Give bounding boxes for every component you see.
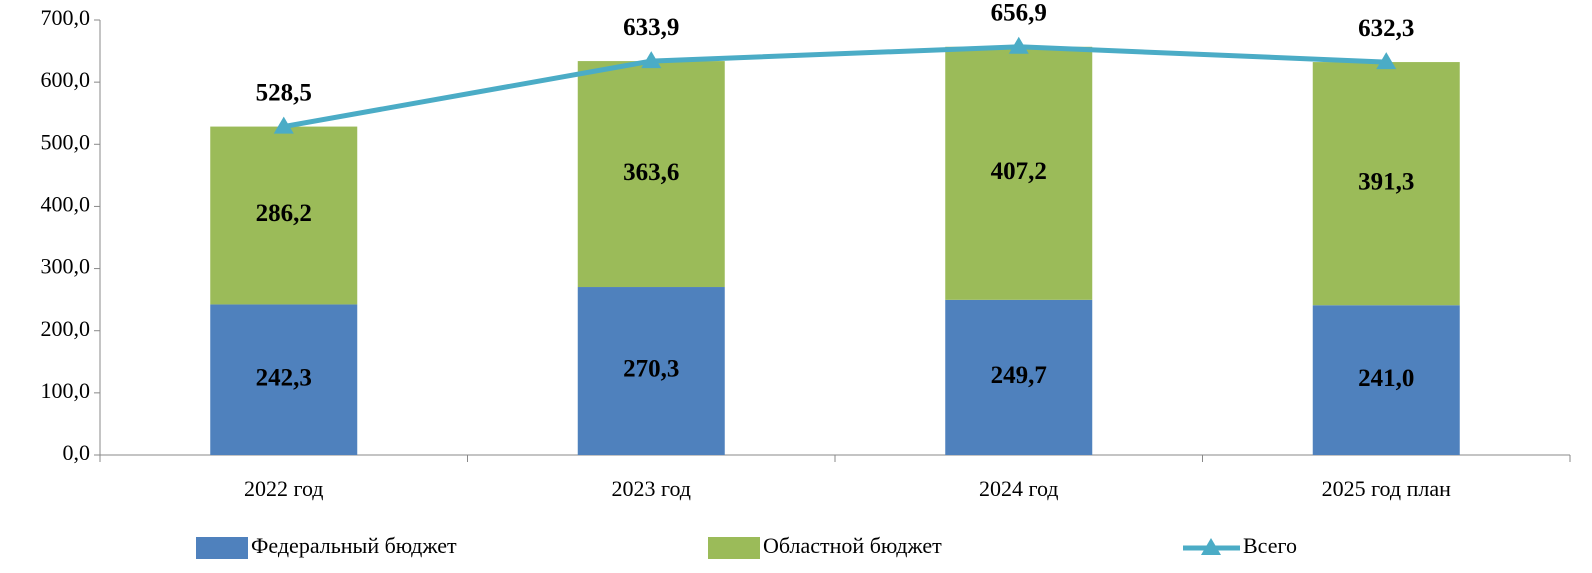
- y-tick-label: 100,0: [41, 378, 91, 403]
- y-tick-label: 500,0: [41, 129, 91, 154]
- y-tick-label: 400,0: [41, 191, 91, 216]
- data-label: 391,3: [1358, 168, 1414, 195]
- data-label: 286,2: [256, 200, 312, 227]
- marker: [641, 51, 662, 69]
- line: [283, 44, 1387, 130]
- data-label: 528,5: [256, 79, 312, 106]
- data-label: 270,3: [623, 356, 679, 383]
- data-label: 633,9: [623, 14, 679, 41]
- legend-marker: [1201, 538, 1221, 555]
- legend-label: Федеральный бюджет: [251, 533, 457, 558]
- data-label: 407,2: [991, 158, 1047, 185]
- legend-label: Областной бюджет: [763, 533, 942, 558]
- data-label: 656,9: [991, 0, 1047, 27]
- bar-segment: [210, 304, 358, 455]
- bar-segment: [577, 287, 725, 455]
- marker: [273, 116, 294, 134]
- marker: [1008, 36, 1029, 54]
- data-label: 242,3: [256, 364, 312, 391]
- marker: [1376, 52, 1397, 70]
- y-tick-label: 600,0: [41, 67, 91, 92]
- legend-swatch: [708, 537, 760, 559]
- data-label: 241,0: [1358, 365, 1414, 392]
- x-tick-label: 2024 год: [979, 476, 1059, 501]
- x-tick-label: 2022 год: [244, 476, 324, 501]
- x-tick-label: 2023 год: [611, 476, 691, 501]
- bar-segment: [1312, 62, 1460, 306]
- y-tick-label: 0,0: [63, 440, 91, 465]
- bar-segment: [945, 46, 1093, 300]
- y-tick-label: 300,0: [41, 254, 91, 279]
- bar-segment: [1312, 305, 1460, 455]
- y-tick-label: 200,0: [41, 316, 91, 341]
- data-label: 632,3: [1358, 15, 1414, 42]
- bar-segment: [210, 126, 358, 305]
- y-tick-label: 700,0: [41, 5, 91, 30]
- x-tick-label: 2025 год план: [1322, 476, 1452, 501]
- legend-swatch: [196, 537, 248, 559]
- data-label: 363,6: [623, 159, 679, 186]
- bar-segment: [945, 299, 1093, 455]
- legend-label: Всего: [1243, 533, 1297, 558]
- bar-segment: [577, 61, 725, 288]
- data-label: 249,7: [991, 362, 1047, 389]
